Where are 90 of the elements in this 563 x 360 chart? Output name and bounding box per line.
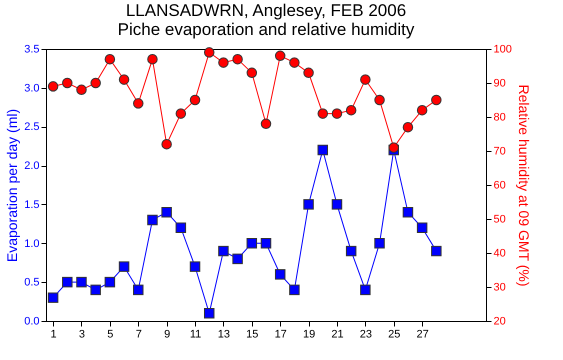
x-tick-label: 3 — [78, 328, 86, 340]
x-tick-label: 15 — [246, 328, 258, 340]
x-tick-label: 13 — [218, 328, 230, 340]
point — [274, 50, 286, 62]
point — [318, 144, 328, 156]
y2-tick-label: 50 — [494, 214, 506, 226]
point — [133, 284, 144, 296]
point — [161, 138, 172, 150]
point — [62, 276, 73, 288]
point — [232, 254, 243, 264]
y-tick-label: 2.5 — [24, 121, 40, 134]
y-axis-title: Evaporation per day (ml) — [4, 108, 20, 262]
point — [260, 238, 272, 249]
point — [346, 246, 356, 256]
y2-tick-label: 90 — [494, 78, 506, 90]
x-tick-label: 1 — [50, 328, 57, 340]
y-tick-label: 0.5 — [24, 276, 40, 289]
x-tick-label: 7 — [136, 328, 142, 340]
point — [190, 94, 200, 106]
point — [104, 276, 116, 288]
point — [204, 47, 214, 58]
text: Piche evaporation and relative humidity — [118, 20, 414, 39]
point — [218, 246, 229, 256]
y-tick-label: 1.0 — [24, 238, 40, 250]
point — [232, 54, 243, 64]
x-tick-label: 27 — [416, 328, 429, 340]
point — [289, 284, 300, 296]
point — [360, 74, 371, 85]
point — [104, 54, 116, 64]
point — [176, 222, 186, 233]
point — [374, 238, 385, 249]
point — [274, 269, 286, 280]
point — [90, 284, 101, 296]
x-tick-label: 11 — [190, 328, 202, 340]
x-tick-label: 17 — [274, 328, 287, 340]
point — [90, 78, 101, 88]
point — [76, 276, 87, 288]
y-tick-label: 3.5 — [24, 44, 40, 56]
point — [176, 108, 186, 119]
y2-tick-label: 80 — [494, 112, 506, 124]
point — [204, 308, 214, 318]
point — [147, 54, 158, 64]
y2-tick-label: 100 — [494, 44, 512, 56]
x-tick-label: 5 — [107, 328, 114, 340]
x-tick-label: 21 — [331, 328, 344, 340]
y-tick-label: 1.5 — [24, 198, 40, 211]
y-tick-label: 3.0 — [24, 82, 40, 94]
point — [118, 74, 130, 85]
point — [48, 81, 58, 92]
x-tick-label: 25 — [388, 328, 400, 340]
x-tick-label: 9 — [164, 328, 170, 340]
point — [218, 57, 229, 68]
point — [118, 261, 130, 272]
point — [246, 68, 258, 78]
point — [303, 199, 314, 210]
point — [431, 94, 442, 106]
y2-tick-label: 40 — [494, 248, 506, 260]
point — [62, 78, 73, 88]
point — [161, 206, 172, 218]
point — [416, 104, 428, 116]
y2-axis-title: Relative humidity at 09 GMT (%) — [516, 84, 532, 287]
point — [147, 214, 158, 226]
point — [289, 57, 300, 68]
point — [360, 284, 371, 296]
y2-tick-label: 20 — [494, 316, 506, 328]
text: LLANSADWRN, Anglesey, FEB 2006 — [126, 1, 406, 20]
point — [416, 222, 428, 233]
point — [246, 238, 258, 249]
point — [318, 108, 328, 119]
point — [133, 98, 144, 109]
point — [431, 246, 442, 256]
point — [374, 94, 385, 106]
point — [303, 68, 314, 78]
point — [76, 84, 87, 96]
y2-tick-label: 60 — [494, 180, 506, 192]
point — [402, 206, 414, 218]
y2-tick-label: 70 — [494, 146, 506, 158]
y-tick-label: 0.0 — [24, 316, 40, 328]
x-tick-label: 19 — [302, 328, 316, 340]
x-tick-label: 23 — [360, 328, 372, 340]
point — [346, 104, 356, 116]
point — [332, 108, 342, 119]
point — [48, 292, 58, 303]
point — [402, 122, 414, 132]
y-tick-label: 2.0 — [24, 160, 40, 172]
point — [388, 142, 399, 153]
y2-tick-label: 30 — [494, 282, 506, 294]
point — [260, 118, 272, 130]
point — [332, 199, 342, 210]
point — [190, 261, 200, 272]
